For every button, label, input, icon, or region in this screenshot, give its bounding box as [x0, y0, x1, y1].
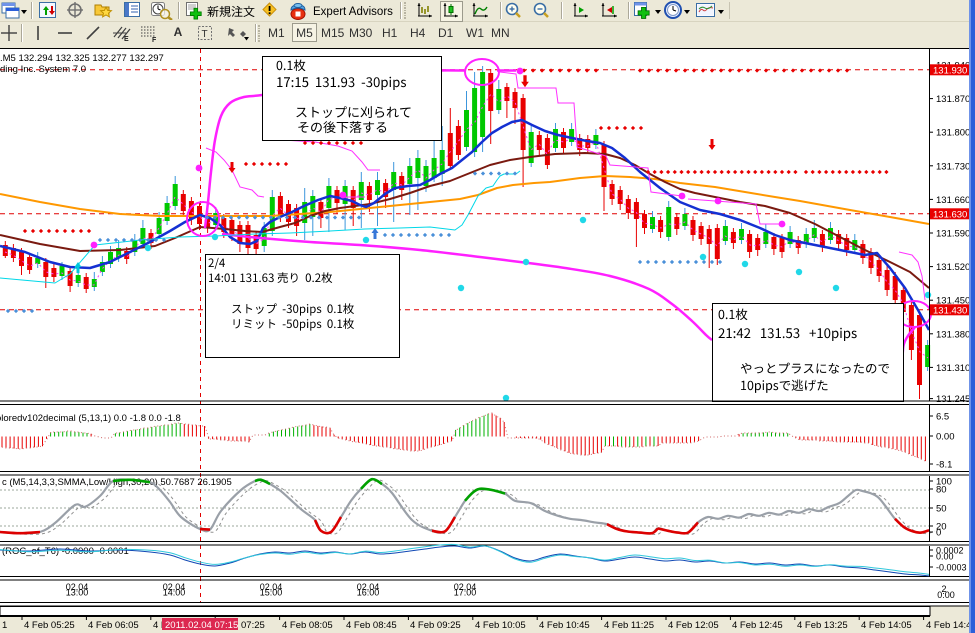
svg-text:4 Feb 12:45: 4 Feb 12:45 — [732, 620, 783, 631]
svg-text:1: 1 — [2, 620, 7, 631]
svg-text:0.0002: 0.0002 — [936, 546, 964, 556]
svg-text:T: T — [202, 29, 208, 40]
svg-text:ding Inc. System 7.0: ding Inc. System 7.0 — [0, 64, 86, 75]
svg-text:4 Feb 10:05: 4 Feb 10:05 — [475, 620, 526, 631]
svg-text:4 Feb 08:05: 4 Feb 08:05 — [282, 620, 333, 631]
svg-text:4 Feb 09:25: 4 Feb 09:25 — [410, 620, 461, 631]
svg-text:2011.02.04 07:15: 2011.02.04 07:15 — [165, 620, 238, 631]
svg-text:16:00: 16:00 — [357, 588, 380, 598]
svg-text:-8.1: -8.1 — [936, 460, 952, 471]
svg-text:131.730: 131.730 — [936, 161, 970, 172]
svg-text:20: 20 — [936, 522, 947, 533]
svg-text:4 Feb 14:05: 4 Feb 14:05 — [861, 620, 912, 631]
svg-text:131.630: 131.630 — [933, 210, 967, 221]
svg-text:02.04: 02.04 — [66, 582, 89, 592]
svg-text:131.380: 131.380 — [936, 329, 970, 340]
svg-text:0:00: 0:00 — [937, 590, 955, 600]
svg-text:131.245: 131.245 — [936, 394, 970, 405]
svg-text:14:00: 14:00 — [163, 588, 186, 598]
svg-text:13:00: 13:00 — [66, 588, 89, 598]
svg-text:4 Feb 14:45: 4 Feb 14:45 — [926, 620, 975, 631]
svg-text:2: 2 — [941, 584, 946, 594]
svg-text:F: F — [152, 37, 157, 42]
svg-text:4 Feb 11:25: 4 Feb 11:25 — [604, 620, 654, 631]
svg-text:Expert Advisors: Expert Advisors — [313, 6, 393, 18]
svg-text:131.450: 131.450 — [936, 296, 970, 307]
svg-text:4 Feb 05:25: 4 Feb 05:25 — [24, 620, 75, 631]
svg-text:(ROC_of_T6) -0.0000 -0.0001: (ROC_of_T6) -0.0000 -0.0001 — [2, 546, 129, 557]
svg-text:131.930: 131.930 — [933, 66, 967, 77]
svg-text:4 Feb 06:05: 4 Feb 06:05 — [88, 620, 139, 631]
svg-text:4 Feb 10:45: 4 Feb 10:45 — [539, 620, 590, 631]
svg-text:-0.0003: -0.0003 — [936, 563, 967, 573]
svg-text:0.00: 0.00 — [936, 552, 954, 562]
svg-text:4 Feb 12:05: 4 Feb 12:05 — [668, 620, 719, 631]
svg-text:02.04: 02.04 — [454, 582, 477, 592]
svg-text:4 Feb 08:45: 4 Feb 08:45 — [346, 620, 397, 631]
svg-text:131.660: 131.660 — [936, 195, 970, 206]
svg-text:131.870: 131.870 — [936, 94, 970, 105]
svg-text:131.520: 131.520 — [936, 262, 970, 273]
svg-text:02.04: 02.04 — [357, 582, 380, 592]
svg-text:131.800: 131.800 — [936, 128, 970, 139]
svg-text:131.590: 131.590 — [936, 229, 970, 240]
svg-text:6.5: 6.5 — [936, 412, 949, 423]
svg-text:.M5 132.294 132.325 132.277 1: .M5 132.294 132.325 132.277 132.297 — [0, 53, 164, 64]
svg-text:0.00: 0.00 — [936, 432, 955, 443]
svg-text:02.04: 02.04 — [260, 582, 283, 592]
svg-text:0: 0 — [936, 528, 941, 539]
svg-text:15:00: 15:00 — [260, 588, 283, 598]
svg-text:131.430: 131.430 — [933, 306, 967, 317]
svg-text:50: 50 — [936, 504, 947, 515]
svg-text:07:25: 07:25 — [241, 620, 265, 631]
svg-text:131.310: 131.310 — [936, 363, 970, 374]
svg-text:100: 100 — [936, 477, 952, 488]
svg-text:oloredv102decimal (5,13,1) 0.0: oloredv102decimal (5,13,1) 0.0 -1.8 0.0 … — [0, 413, 181, 424]
svg-text:02.04: 02.04 — [163, 582, 186, 592]
svg-text:17:00: 17:00 — [454, 588, 477, 598]
svg-text:80: 80 — [936, 485, 947, 496]
svg-text:c (M5,14,3,3,SMMA,Low/High,30,: c (M5,14,3,3,SMMA,Low/High,30,20) 50.768… — [2, 477, 232, 488]
svg-text:4 Feb 13:25: 4 Feb 13:25 — [797, 620, 848, 631]
svg-text:E: E — [124, 36, 129, 42]
